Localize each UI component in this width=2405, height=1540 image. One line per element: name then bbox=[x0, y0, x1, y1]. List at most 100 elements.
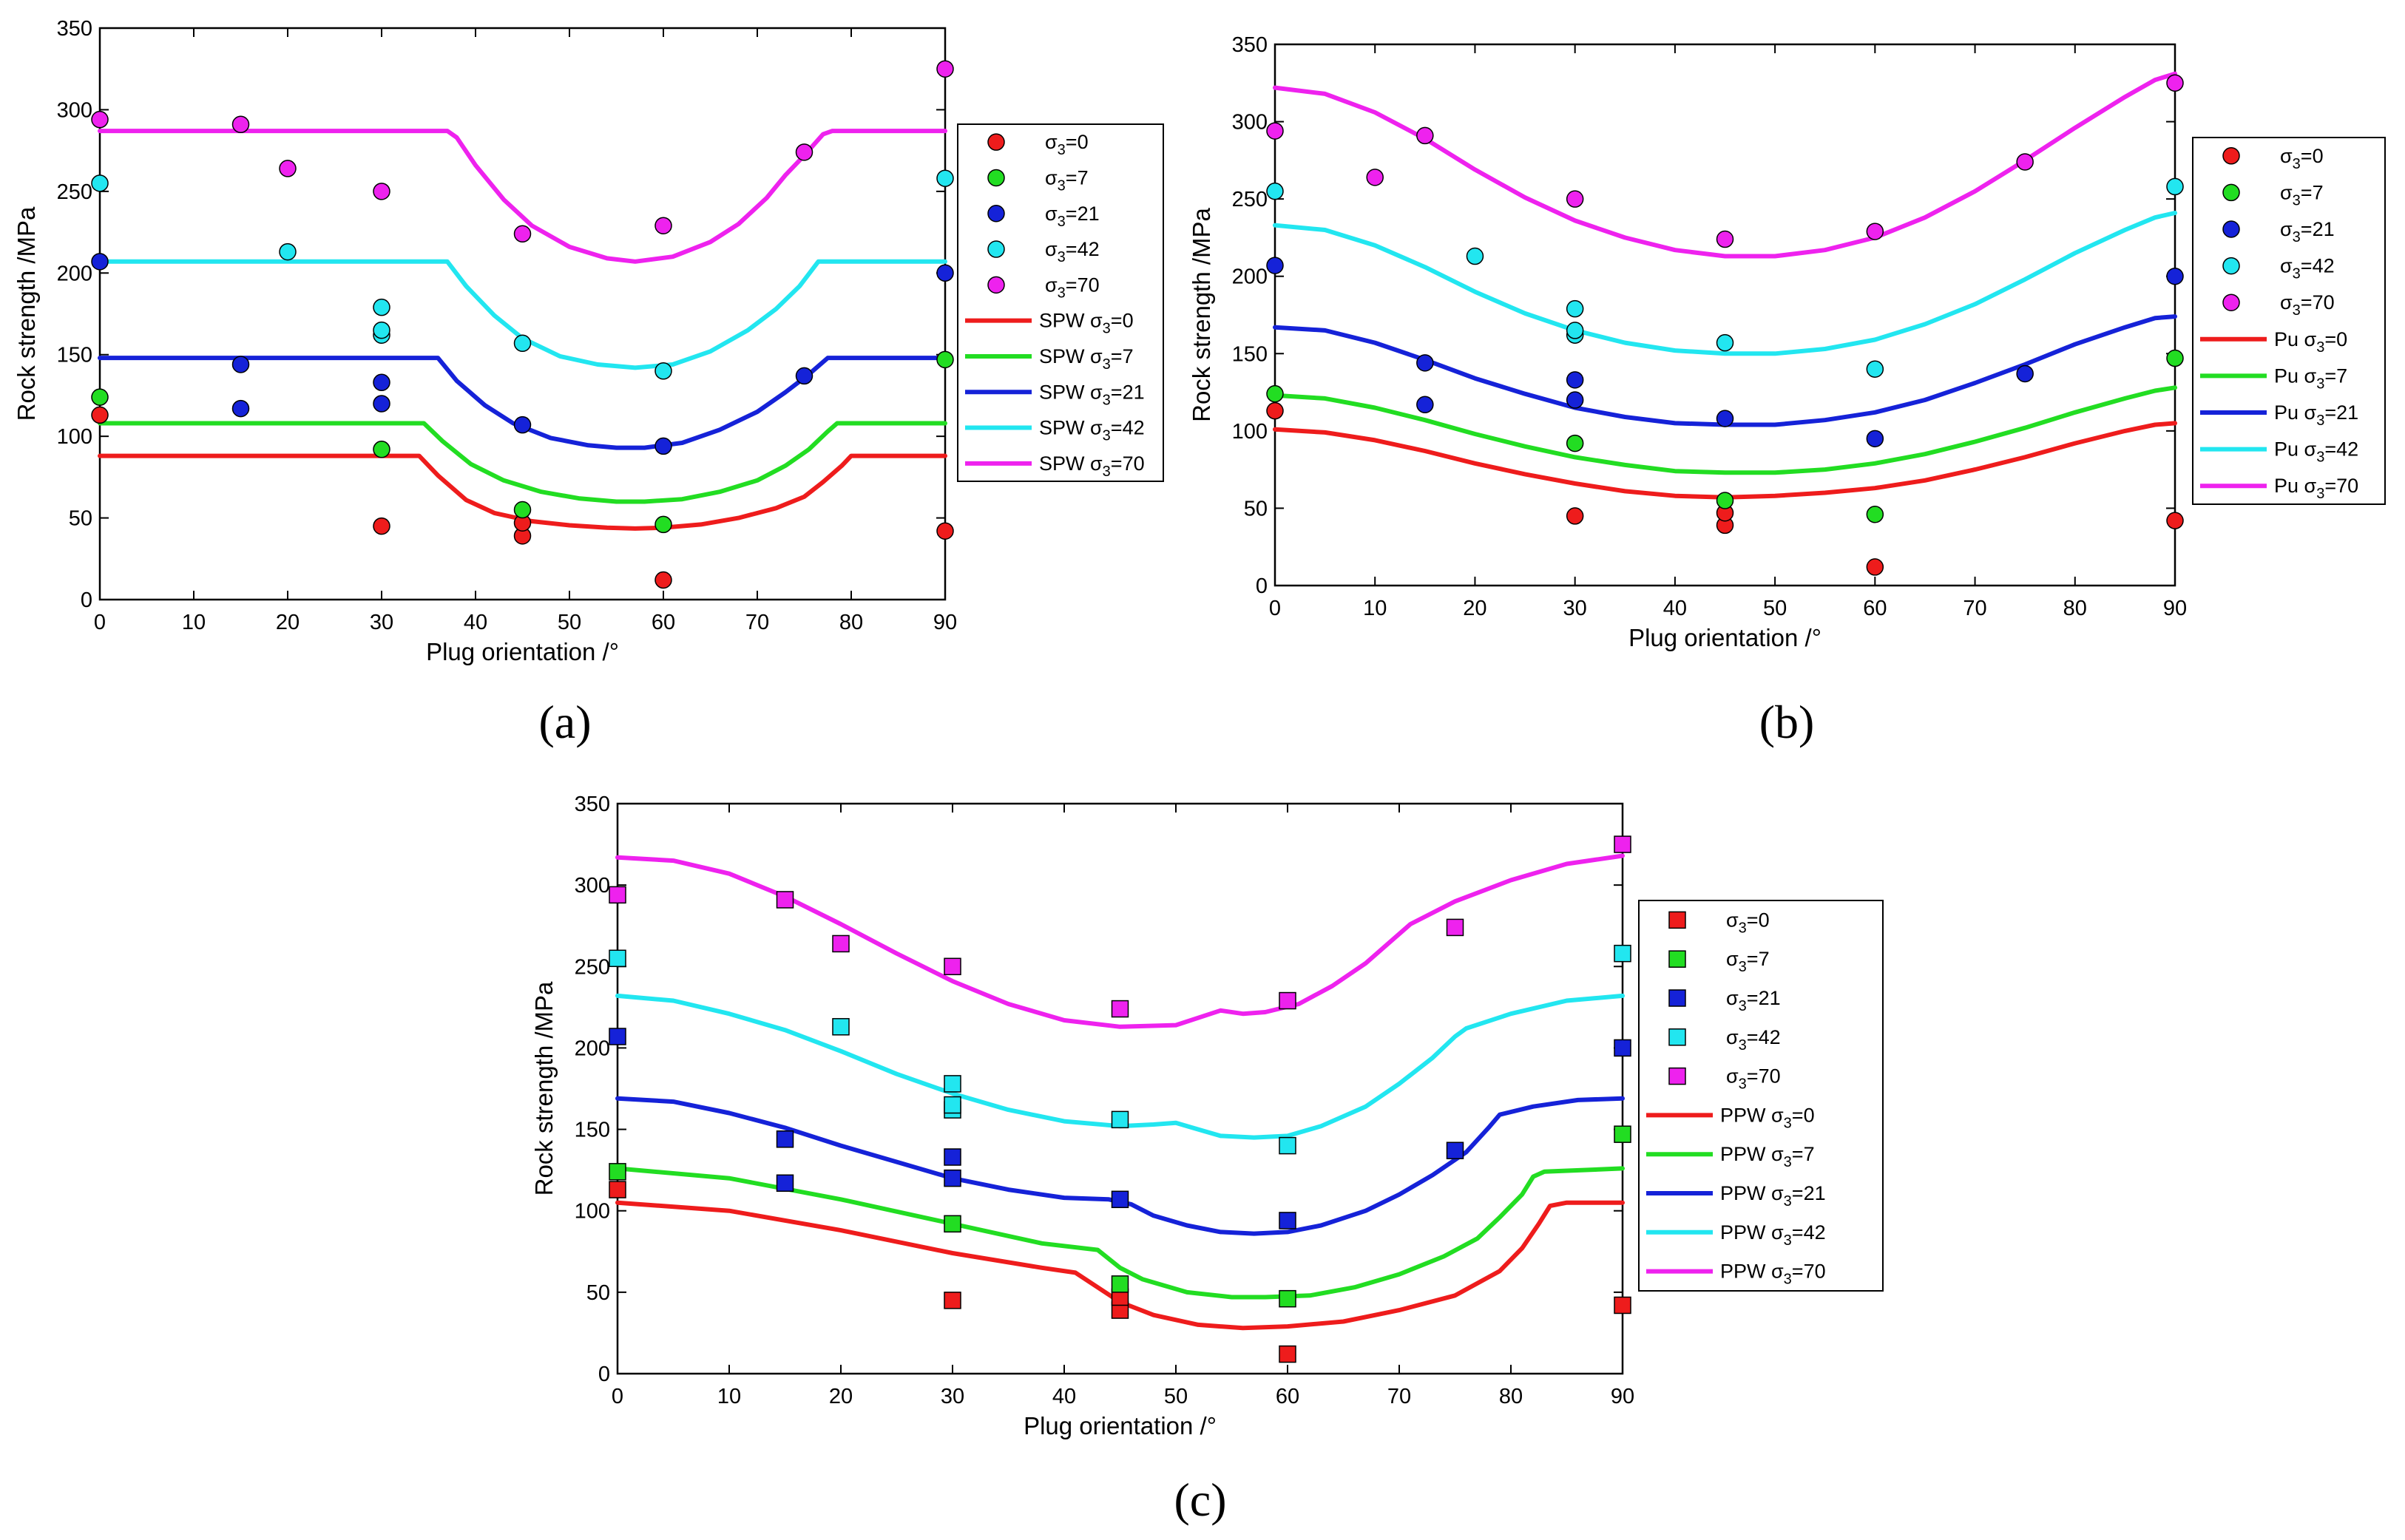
y-tick-label: 350 bbox=[57, 17, 92, 41]
curve-pu-sigma3-70 bbox=[1273, 71, 2177, 259]
data-point-sigma3-42 bbox=[513, 334, 532, 353]
x-tick-label: 50 bbox=[1164, 1385, 1188, 1408]
data-point-sigma3-21 bbox=[373, 395, 390, 413]
legend-label: SPW σ3=70 bbox=[1039, 452, 1145, 480]
legend-label: PPW σ3=7 bbox=[1720, 1143, 1815, 1170]
data-point-sigma3-21 bbox=[944, 1169, 961, 1187]
data-point-sigma3-7 bbox=[1266, 384, 1284, 403]
legend-label: σ3=21 bbox=[1045, 203, 1100, 230]
data-point-sigma3-42 bbox=[1111, 1110, 1129, 1129]
data-point-sigma3-42 bbox=[654, 362, 672, 380]
chart-panel-2: 0 10 20 30 40 50 60 70 80 90 0 50 100 150 200 250 300 350… bbox=[1188, 33, 2386, 748]
y-tick-label: 150 bbox=[57, 344, 92, 367]
data-point-sigma3-42 bbox=[944, 1096, 961, 1114]
data-point-sigma3-0 bbox=[609, 1181, 626, 1198]
data-point-sigma3-21 bbox=[373, 373, 390, 392]
data-point-sigma3-70 bbox=[231, 115, 250, 134]
data-point-sigma3-21 bbox=[795, 367, 813, 385]
legend-label: PPW σ3=0 bbox=[1720, 1104, 1815, 1131]
legend-label: σ3=42 bbox=[1045, 238, 1100, 265]
y-tick-label: 350 bbox=[1232, 33, 1268, 57]
legend-label: SPW σ3=42 bbox=[1039, 417, 1145, 444]
curve-spw-sigma3-21 bbox=[98, 356, 947, 450]
legend-marker bbox=[2222, 147, 2240, 165]
data-point-sigma3-70 bbox=[1866, 223, 1884, 240]
chart-panel-3: 0 10 20 30 40 50 60 70 80 90 0 50 100 150 200 250 300 350… bbox=[530, 793, 1884, 1526]
y-tick-label: 350 bbox=[575, 793, 610, 816]
x-tick-label: 90 bbox=[1611, 1385, 1634, 1408]
y-tick-label: 200 bbox=[1232, 265, 1268, 289]
data-point-sigma3-42 bbox=[2166, 177, 2184, 196]
data-point-sigma3-70 bbox=[373, 183, 390, 200]
data-point-sigma3-70 bbox=[1716, 230, 1734, 248]
data-point-sigma3-70 bbox=[944, 957, 961, 976]
data-point-sigma3-70 bbox=[936, 60, 954, 78]
legend-marker bbox=[2222, 183, 2240, 202]
data-point-sigma3-21 bbox=[1716, 410, 1734, 427]
panel-label: (b) bbox=[1759, 696, 1815, 748]
curve-ppw-sigma3-70 bbox=[615, 853, 1625, 1029]
legend-label: σ3=21 bbox=[2280, 218, 2335, 245]
data-point-sigma3-42 bbox=[1279, 1136, 1296, 1155]
data-point-sigma3-21 bbox=[231, 356, 250, 373]
curve-ppw-sigma3-7 bbox=[615, 1166, 1625, 1300]
data-point-sigma3-7 bbox=[1716, 492, 1734, 509]
x-tick-label: 80 bbox=[1499, 1385, 1523, 1408]
data-point-sigma3-0 bbox=[1266, 401, 1284, 420]
data-point-sigma3-21 bbox=[1266, 257, 1284, 274]
x-tick-label: 90 bbox=[2163, 597, 2187, 620]
data-point-sigma3-70 bbox=[1614, 835, 1631, 853]
legend-label: σ3=42 bbox=[1726, 1026, 1781, 1054]
data-point-sigma3-42 bbox=[1466, 247, 1484, 265]
y-tick-label: 100 bbox=[57, 425, 92, 449]
y-tick-label: 0 bbox=[1256, 574, 1268, 598]
legend-label: σ3=7 bbox=[1726, 948, 1770, 975]
x-tick-label: 20 bbox=[829, 1385, 853, 1408]
data-point-sigma3-70 bbox=[1111, 1000, 1129, 1018]
legend-label: SPW σ3=7 bbox=[1039, 345, 1134, 373]
y-tick-label: 250 bbox=[575, 955, 610, 979]
data-point-sigma3-21 bbox=[513, 415, 532, 434]
data-point-sigma3-42 bbox=[1266, 182, 1284, 200]
data-point-sigma3-21 bbox=[776, 1174, 794, 1193]
legend-marker bbox=[987, 205, 1005, 223]
data-point-sigma3-42 bbox=[279, 242, 297, 261]
data-point-sigma3-70 bbox=[832, 934, 850, 953]
x-tick-label: 0 bbox=[612, 1385, 623, 1408]
data-point-sigma3-42 bbox=[944, 1075, 961, 1093]
panel-label: (c) bbox=[1174, 1473, 1226, 1526]
y-tick-label: 100 bbox=[1232, 420, 1268, 444]
legend-label: Pu σ3=70 bbox=[2274, 475, 2358, 502]
data-point-sigma3-7 bbox=[654, 515, 672, 534]
x-tick-label: 50 bbox=[1763, 597, 1787, 620]
x-tick-label: 50 bbox=[558, 611, 581, 634]
x-axis-label: Plug orientation /° bbox=[426, 638, 619, 665]
legend-label: Pu σ3=7 bbox=[2274, 364, 2347, 392]
x-tick-label: 90 bbox=[933, 611, 957, 634]
legend-marker bbox=[2222, 220, 2240, 238]
x-tick-label: 30 bbox=[370, 611, 393, 634]
data-point-sigma3-7 bbox=[91, 388, 109, 406]
x-tick-label: 60 bbox=[1863, 597, 1887, 620]
legend-marker bbox=[2222, 257, 2240, 275]
data-point-sigma3-42 bbox=[832, 1018, 850, 1036]
data-point-sigma3-21 bbox=[936, 264, 954, 282]
legend-label: σ3=42 bbox=[2280, 255, 2335, 282]
data-point-sigma3-7 bbox=[1866, 506, 1884, 523]
curve-pu-sigma3-21 bbox=[1273, 314, 2177, 427]
data-point-sigma3-21 bbox=[609, 1028, 626, 1045]
data-point-sigma3-70 bbox=[2166, 74, 2184, 92]
data-point-sigma3-42 bbox=[373, 298, 390, 316]
legend-label: SPW σ3=21 bbox=[1039, 381, 1145, 408]
x-tick-label: 0 bbox=[94, 611, 106, 634]
x-tick-label: 10 bbox=[182, 611, 206, 634]
y-tick-label: 0 bbox=[81, 588, 92, 612]
data-point-sigma3-0 bbox=[1279, 1345, 1296, 1363]
data-point-sigma3-21 bbox=[654, 437, 672, 455]
x-tick-label: 40 bbox=[1052, 1385, 1076, 1408]
data-point-sigma3-21 bbox=[1566, 391, 1584, 409]
legend: σ3=0 σ3=7 σ3=21 σ3=42 σ3=70 Pu σ3=0 Pu σ3=7 Pu … bbox=[2192, 137, 2386, 505]
y-axis-label: Rock strength /MPa bbox=[530, 981, 558, 1195]
legend-label: σ3=0 bbox=[1045, 131, 1089, 158]
